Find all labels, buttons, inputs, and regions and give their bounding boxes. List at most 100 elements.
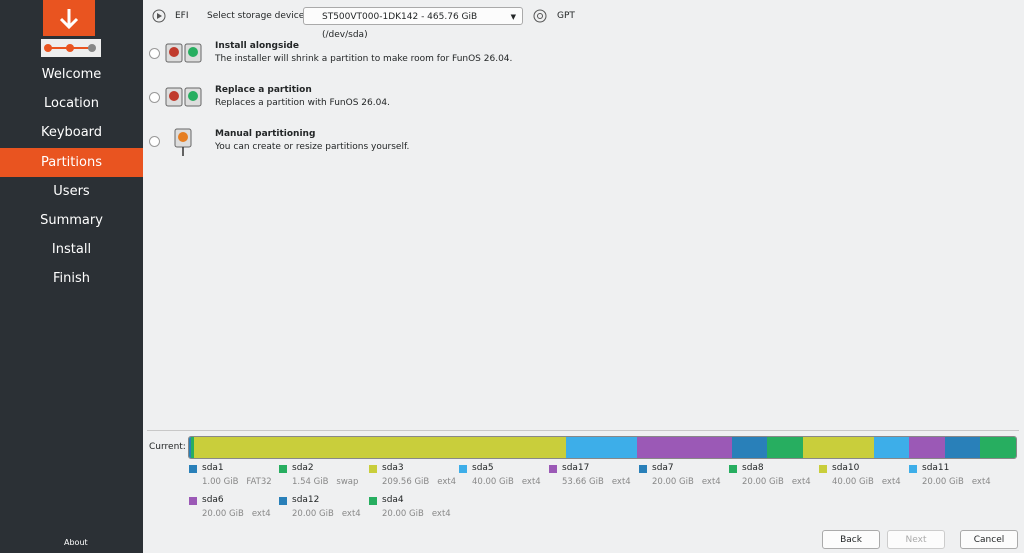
legend-swatch — [819, 465, 827, 473]
partition-segment — [767, 437, 803, 458]
partition-segment — [190, 437, 194, 458]
partition-filesystem: ext4 — [881, 477, 901, 487]
step: Keyboard — [40, 125, 103, 140]
partition-size: 1.00 GiB — [202, 477, 239, 487]
logo — [41, 0, 101, 57]
legend-swatch — [909, 465, 917, 473]
partition-filesystem: ext4 — [251, 509, 271, 519]
legend-swatch — [279, 465, 287, 473]
partition-segment — [909, 437, 945, 458]
partition-segment — [980, 437, 1016, 458]
partition-segment — [193, 437, 566, 458]
device-label: Select storage device: — [207, 11, 308, 21]
partition-filesystem: ext4 — [611, 477, 631, 487]
radio[interactable] — [149, 136, 160, 147]
boot-type: EFI — [175, 11, 189, 21]
next-button: Next — [887, 530, 945, 549]
partition-name: sda3 — [382, 463, 404, 473]
legend-swatch — [369, 465, 377, 473]
about-button[interactable]: About — [64, 538, 88, 547]
legend-swatch — [369, 497, 377, 505]
partition-size: 20.00 GiB — [202, 509, 244, 519]
partition-info: 20.00 GiB ext4 — [652, 477, 721, 487]
partition-name: sda10 — [832, 463, 860, 473]
partition-info: 20.00 GiB ext4 — [742, 477, 811, 487]
option-title: Manual partitioning — [215, 129, 316, 139]
partition-segment — [802, 437, 874, 458]
legend-swatch — [279, 497, 287, 505]
partition-filesystem: ext4 — [791, 477, 811, 487]
sidebar: Welcome Location Keyboard Partitions Use… — [0, 0, 143, 553]
partition-size: 20.00 GiB — [292, 509, 334, 519]
partition-size: 40.00 GiB — [472, 477, 514, 487]
step: Location — [44, 96, 99, 111]
partition-name: sda12 — [292, 495, 320, 505]
partition-size: 20.00 GiB — [922, 477, 964, 487]
partition-size: 53.66 GiB — [562, 477, 604, 487]
option-title: Replace a partition — [215, 85, 312, 95]
step-active: Partitions — [0, 148, 143, 177]
partition-segment — [731, 437, 768, 458]
partition-filesystem: ext4 — [341, 509, 361, 519]
partition-info: 40.00 GiB ext4 — [832, 477, 901, 487]
option-description: You can create or resize partitions your… — [215, 142, 410, 152]
partition-name: sda2 — [292, 463, 314, 473]
partition-filesystem: ext4 — [521, 477, 541, 487]
partition-info: 1.54 GiB swap — [292, 477, 358, 487]
partition-table: GPT — [557, 11, 575, 21]
combo-arrow: ▼ — [510, 13, 516, 21]
partition-info: 209.56 GiB ext4 — [382, 477, 456, 487]
radio[interactable] — [149, 92, 160, 103]
legend-swatch — [189, 497, 197, 505]
partition-name: sda17 — [562, 463, 590, 473]
partition-size: 1.54 GiB — [292, 477, 329, 487]
device-value: ST500VT000-1DK142 - 465.76 GiB (/dev/sda… — [322, 12, 478, 40]
partition-filesystem: ext4 — [437, 477, 457, 487]
partition-name: sda1 — [202, 463, 224, 473]
partition-size: 40.00 GiB — [832, 477, 874, 487]
partition-name: sda11 — [922, 463, 950, 473]
option-description: Replaces a partition with FunOS 26.04. — [215, 98, 390, 108]
partition-name: sda4 — [382, 495, 404, 505]
separator — [147, 430, 1019, 431]
partition-name: sda8 — [742, 463, 764, 473]
step: Finish — [52, 271, 90, 286]
step: Welcome — [41, 67, 102, 82]
legend-swatch — [639, 465, 647, 473]
partition-size: 20.00 GiB — [652, 477, 694, 487]
partition-size: 20.00 GiB — [382, 509, 424, 519]
partition-info: 20.00 GiB ext4 — [292, 509, 361, 519]
option-description: The installer will shrink a partition to… — [215, 54, 513, 64]
device-combobox[interactable]: ST500VT000-1DK142 - 465.76 GiB (/dev/sda… — [303, 7, 523, 40]
partition-info: 53.66 GiB ext4 — [562, 477, 631, 487]
partition-name: sda6 — [202, 495, 224, 505]
partition-segment — [873, 437, 910, 458]
option-title: Install alongside — [215, 41, 299, 51]
partition-info: 20.00 GiB ext4 — [922, 477, 991, 487]
partition-bar — [188, 436, 1017, 459]
legend-swatch — [729, 465, 737, 473]
partition-filesystem: FAT32 — [246, 477, 272, 487]
partition-segment — [189, 437, 191, 458]
partition-size: 209.56 GiB — [382, 477, 430, 487]
legend-swatch — [549, 465, 557, 473]
cancel-button[interactable]: Cancel — [960, 530, 1018, 549]
partition-filesystem: ext4 — [431, 509, 451, 519]
back-button[interactable]: Back — [822, 530, 880, 549]
partition-size: 20.00 GiB — [742, 477, 784, 487]
partition-info: 40.00 GiB ext4 — [472, 477, 541, 487]
step: Users — [53, 184, 90, 199]
partition-info: 20.00 GiB ext4 — [202, 509, 271, 519]
partition-segment — [944, 437, 981, 458]
partition-filesystem: ext4 — [971, 477, 991, 487]
step: Summary — [40, 213, 103, 228]
partition-name: sda5 — [472, 463, 494, 473]
icons — [152, 9, 547, 156]
step: Install — [51, 242, 92, 257]
partition-name: sda7 — [652, 463, 674, 473]
partition-info: 20.00 GiB ext4 — [382, 509, 451, 519]
radio[interactable] — [149, 48, 160, 59]
legend-swatch — [459, 465, 467, 473]
partition-filesystem: swap — [336, 477, 359, 487]
